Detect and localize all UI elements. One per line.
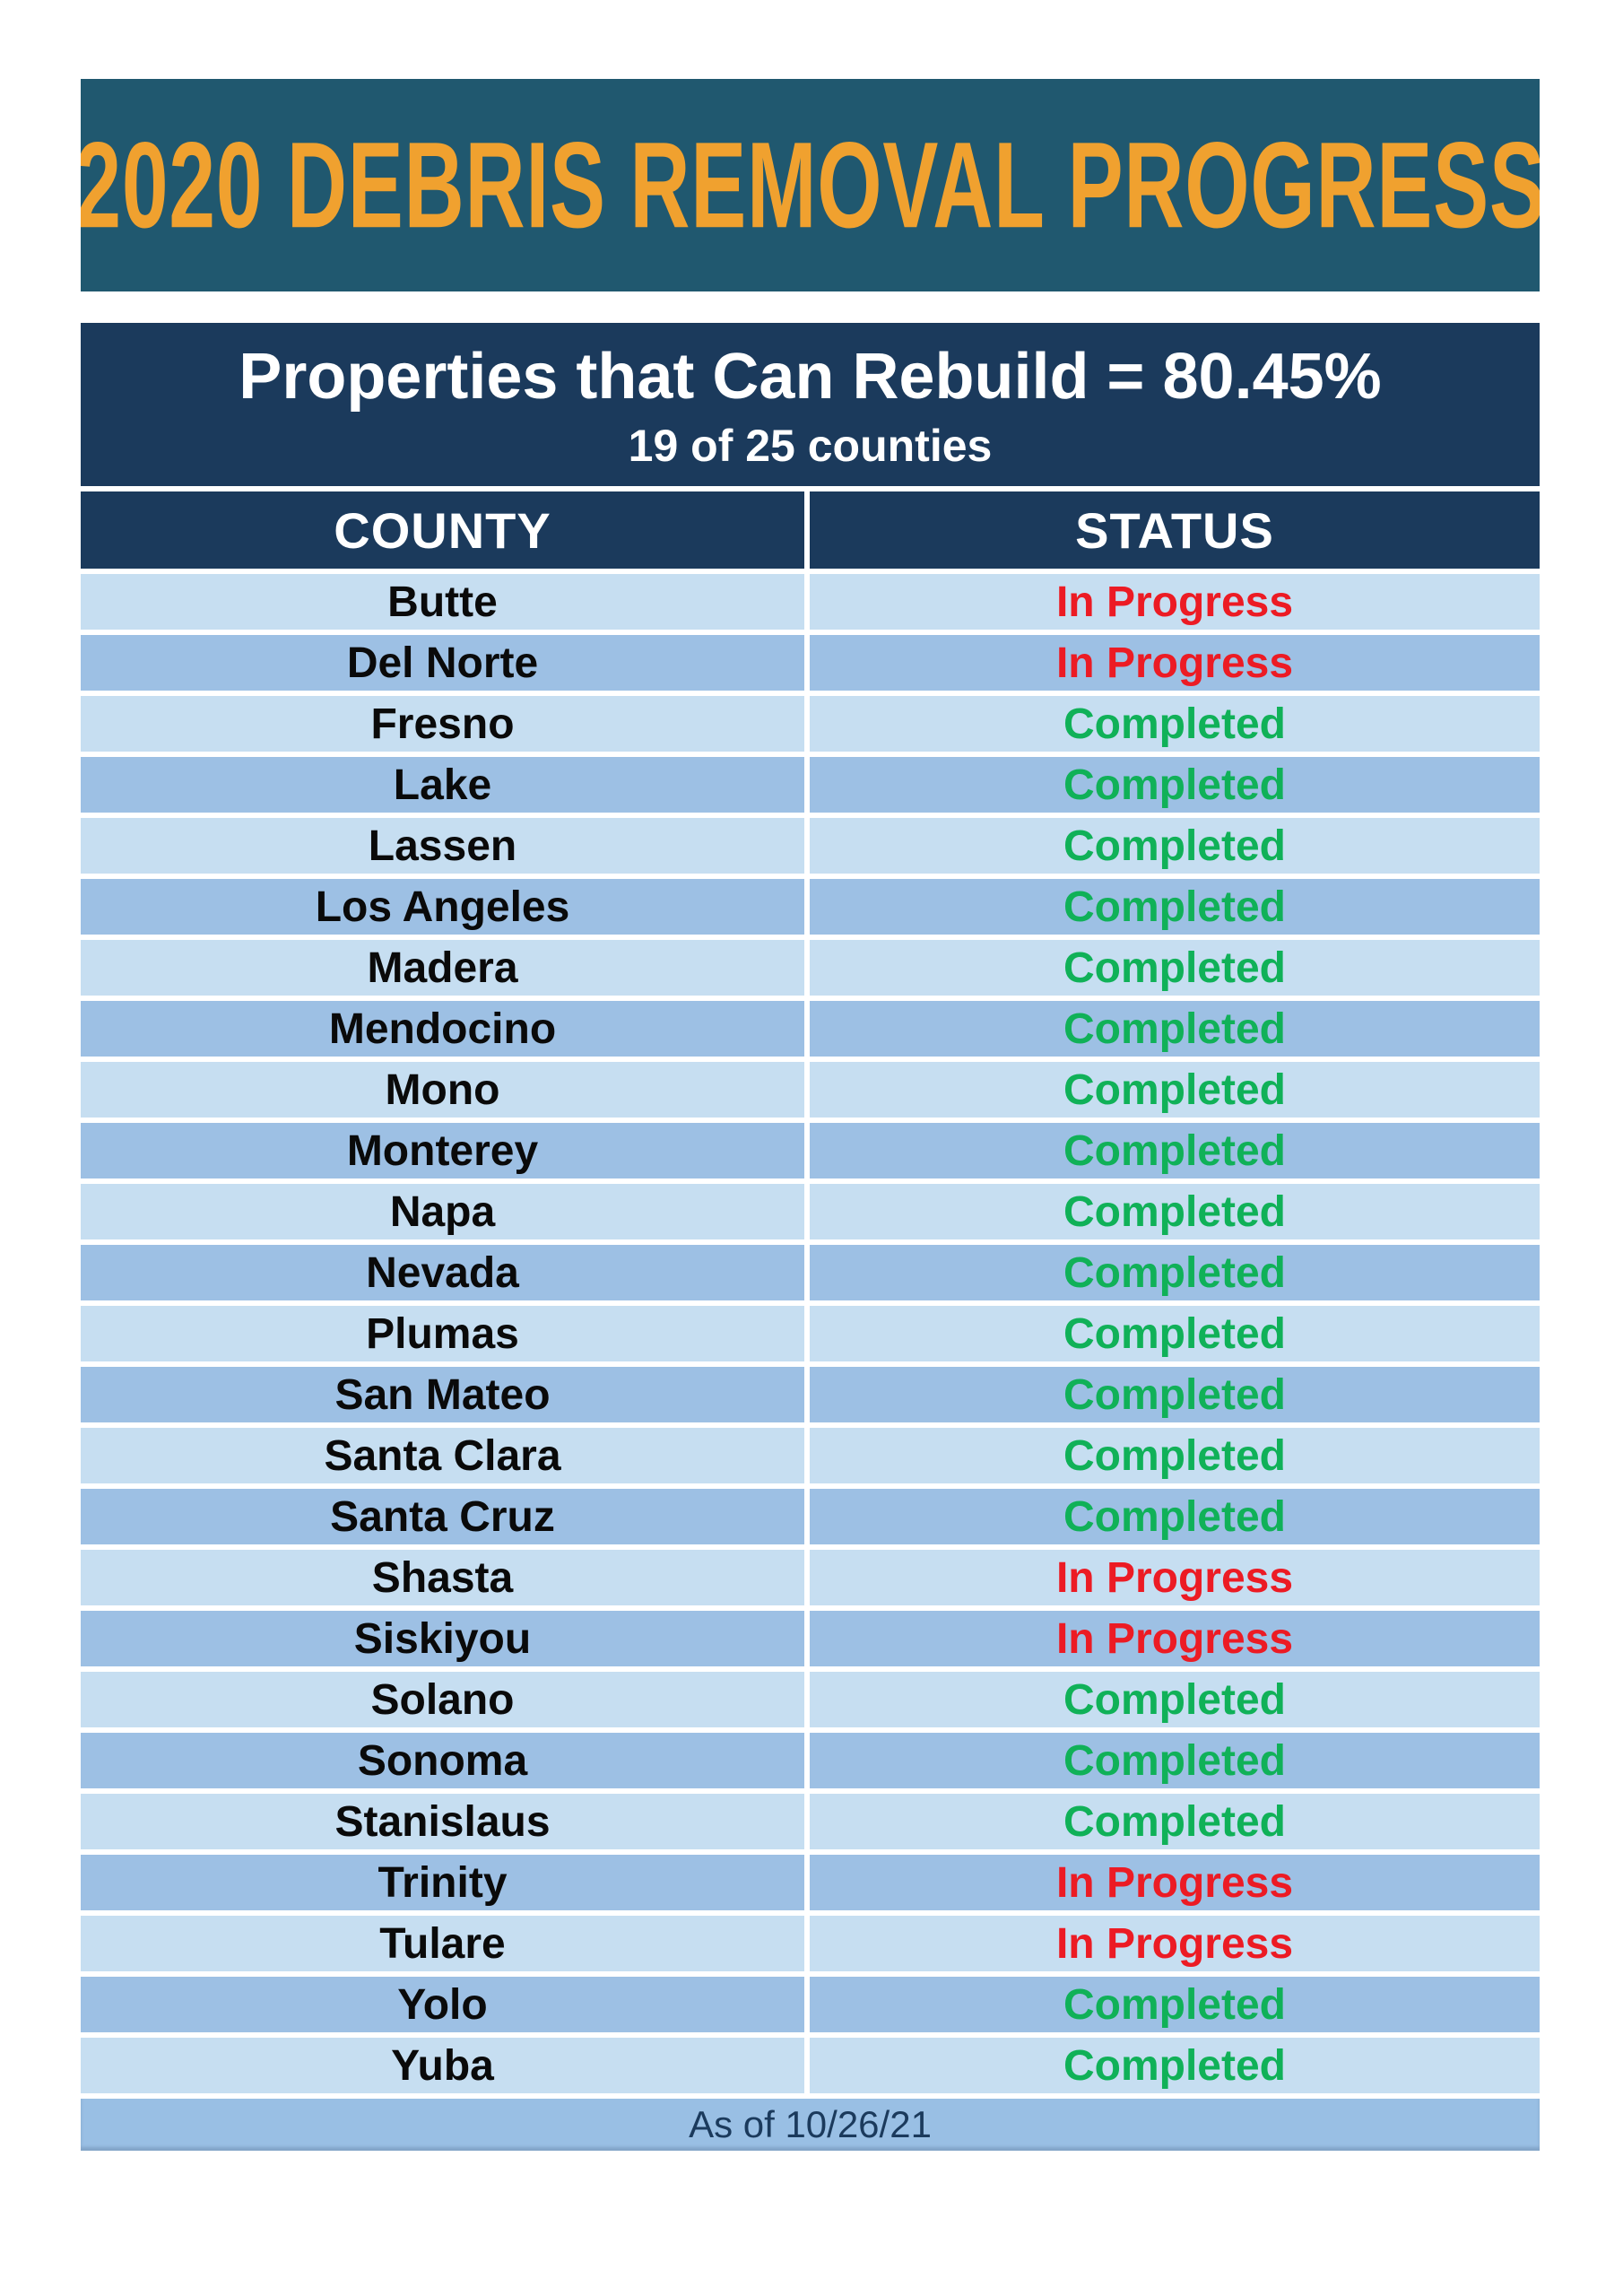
table-row: Solano Completed bbox=[81, 1672, 1540, 1727]
status-cell: Completed bbox=[810, 1184, 1540, 1239]
county-cell: San Mateo bbox=[81, 1367, 804, 1422]
table-row: Mono Completed bbox=[81, 1062, 1540, 1118]
status-cell: In Progress bbox=[810, 1855, 1540, 1910]
county-cell: Monterey bbox=[81, 1123, 804, 1178]
table-row: Del Norte In Progress bbox=[81, 635, 1540, 691]
status-cell: Completed bbox=[810, 1306, 1540, 1361]
status-cell: Completed bbox=[810, 1672, 1540, 1727]
table-row: Lassen Completed bbox=[81, 818, 1540, 874]
county-cell: Trinity bbox=[81, 1855, 804, 1910]
summary-subline: 19 of 25 counties bbox=[628, 421, 993, 471]
title-banner: 2020 DEBRIS REMOVAL PROGRESS bbox=[81, 79, 1540, 291]
status-cell: In Progress bbox=[810, 1916, 1540, 1971]
county-cell: Lake bbox=[81, 757, 804, 813]
county-cell: Yuba bbox=[81, 2038, 804, 2093]
county-cell: Siskiyou bbox=[81, 1611, 804, 1666]
table-row: Butte In Progress bbox=[81, 574, 1540, 630]
status-cell: In Progress bbox=[810, 1550, 1540, 1605]
table-row: Nevada Completed bbox=[81, 1245, 1540, 1300]
status-cell: In Progress bbox=[810, 574, 1540, 630]
county-cell: Tulare bbox=[81, 1916, 804, 1971]
county-cell: Madera bbox=[81, 940, 804, 996]
table-row: Shasta In Progress bbox=[81, 1550, 1540, 1605]
county-cell: Plumas bbox=[81, 1306, 804, 1361]
table-row: San Mateo Completed bbox=[81, 1367, 1540, 1422]
county-cell: Shasta bbox=[81, 1550, 804, 1605]
table-header-row: COUNTY STATUS bbox=[81, 491, 1540, 569]
table-row: Madera Completed bbox=[81, 940, 1540, 996]
status-cell: Completed bbox=[810, 940, 1540, 996]
as-of-date: As of 10/26/21 bbox=[689, 2103, 932, 2145]
status-cell: In Progress bbox=[810, 635, 1540, 691]
status-cell: Completed bbox=[810, 1489, 1540, 1544]
county-cell: Stanislaus bbox=[81, 1794, 804, 1849]
county-cell: Los Angeles bbox=[81, 879, 804, 935]
table-row: Santa Clara Completed bbox=[81, 1428, 1540, 1483]
status-cell: Completed bbox=[810, 1733, 1540, 1788]
status-cell: Completed bbox=[810, 1001, 1540, 1057]
table-body: Butte In Progress Del Norte In Progress Fres… bbox=[81, 574, 1540, 2093]
table-row: Yuba Completed bbox=[81, 2038, 1540, 2093]
table-row: Yolo Completed bbox=[81, 1977, 1540, 2032]
county-status-table: COUNTY STATUS Butte In Progress Del Norte I… bbox=[81, 491, 1540, 2151]
status-cell: Completed bbox=[810, 757, 1540, 813]
table-row: Los Angeles Completed bbox=[81, 879, 1540, 935]
table-row: Mendocino Completed bbox=[81, 1001, 1540, 1057]
status-cell: Completed bbox=[810, 1245, 1540, 1300]
county-cell: Mono bbox=[81, 1062, 804, 1118]
status-cell: Completed bbox=[810, 1062, 1540, 1118]
county-cell: Sonoma bbox=[81, 1733, 804, 1788]
table-row: Trinity In Progress bbox=[81, 1855, 1540, 1910]
county-cell: Solano bbox=[81, 1672, 804, 1727]
county-cell: Napa bbox=[81, 1184, 804, 1239]
page-title: 2020 DEBRIS REMOVAL PROGRESS bbox=[81, 117, 1540, 254]
county-cell: Lassen bbox=[81, 818, 804, 874]
table-row: Monterey Completed bbox=[81, 1123, 1540, 1178]
summary-banner: Properties that Can Rebuild = 80.45% 19 … bbox=[81, 323, 1540, 486]
status-cell: In Progress bbox=[810, 1611, 1540, 1666]
table-row: Plumas Completed bbox=[81, 1306, 1540, 1361]
summary-headline: Properties that Can Rebuild = 80.45% bbox=[239, 341, 1382, 413]
status-cell: Completed bbox=[810, 2038, 1540, 2093]
table-row: Siskiyou In Progress bbox=[81, 1611, 1540, 1666]
status-cell: Completed bbox=[810, 696, 1540, 752]
status-cell: Completed bbox=[810, 818, 1540, 874]
table-row: Sonoma Completed bbox=[81, 1733, 1540, 1788]
status-cell: Completed bbox=[810, 1794, 1540, 1849]
table-row: Lake Completed bbox=[81, 757, 1540, 813]
status-cell: Completed bbox=[810, 1977, 1540, 2032]
table-row: Fresno Completed bbox=[81, 696, 1540, 752]
county-cell: Mendocino bbox=[81, 1001, 804, 1057]
table-row: Napa Completed bbox=[81, 1184, 1540, 1239]
status-cell: Completed bbox=[810, 1367, 1540, 1422]
table-row: Tulare In Progress bbox=[81, 1916, 1540, 1971]
county-cell: Yolo bbox=[81, 1977, 804, 2032]
table-footer-row: As of 10/26/21 bbox=[81, 2099, 1540, 2151]
county-cell: Santa Clara bbox=[81, 1428, 804, 1483]
county-cell: Fresno bbox=[81, 696, 804, 752]
status-cell: Completed bbox=[810, 1428, 1540, 1483]
status-cell: Completed bbox=[810, 879, 1540, 935]
table-row: Santa Cruz Completed bbox=[81, 1489, 1540, 1544]
county-cell: Nevada bbox=[81, 1245, 804, 1300]
status-cell: Completed bbox=[810, 1123, 1540, 1178]
county-cell: Del Norte bbox=[81, 635, 804, 691]
table-row: Stanislaus Completed bbox=[81, 1794, 1540, 1849]
column-header-county: COUNTY bbox=[81, 491, 804, 569]
column-header-status: STATUS bbox=[810, 491, 1540, 569]
county-cell: Butte bbox=[81, 574, 804, 630]
county-cell: Santa Cruz bbox=[81, 1489, 804, 1544]
